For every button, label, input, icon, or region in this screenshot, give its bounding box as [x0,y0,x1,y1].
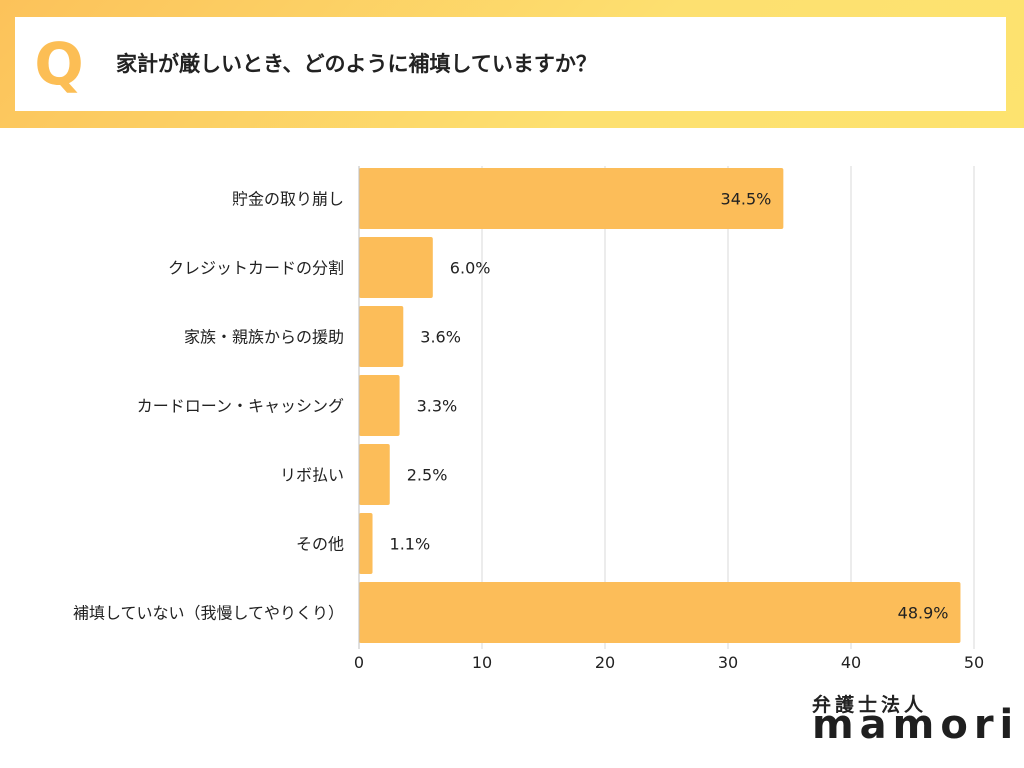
question-banner: Q 家計が厳しいとき、どのように補填していますか？ [0,0,1024,128]
question-letter: Q [34,30,84,98]
x-tick-label: 20 [595,653,615,672]
data-label: 2.5% [407,466,448,485]
category-label: 家族・親族からの援助 [184,328,344,347]
bar [359,237,433,298]
question-text: 家計が厳しいとき、どのように補填していますか？ [116,52,597,76]
brand-logo: mamori [812,702,1020,748]
data-label: 34.5% [721,190,772,209]
bar [359,375,400,436]
data-label: 6.0% [450,259,491,278]
question-box: Q 家計が厳しいとき、どのように補填していますか？ [15,17,1006,111]
category-label: リボ払い [280,466,344,485]
x-tick-label: 40 [841,653,861,672]
x-tick-label: 10 [472,653,492,672]
category-label: 補填していない（我慢してやりくり） [73,604,344,623]
data-label: 1.1% [390,535,431,554]
bar [359,513,373,574]
bar [359,168,784,229]
data-label: 3.3% [417,397,458,416]
category-label: カードローン・キャッシング [137,397,344,416]
data-label: 48.9% [898,604,949,623]
x-tick-label: 0 [354,653,364,672]
category-label: 貯金の取り崩し [232,190,344,209]
bar [359,444,390,505]
x-tick-label: 50 [964,653,984,672]
bar [359,306,404,367]
data-label: 3.6% [420,328,461,347]
brand-org: 弁護士法人 [812,694,928,716]
x-tick-label: 30 [718,653,738,672]
category-label: クレジットカードの分割 [168,259,344,278]
category-label: その他 [296,535,344,554]
bar [359,582,961,643]
